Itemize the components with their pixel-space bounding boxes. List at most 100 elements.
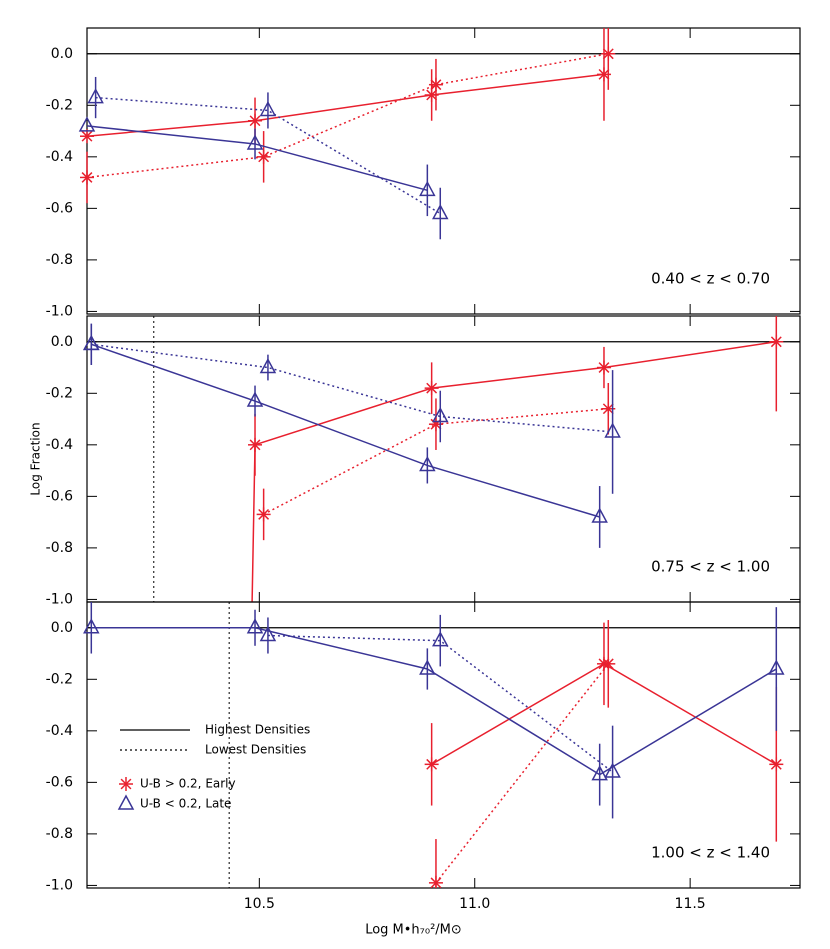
data-point <box>424 381 439 396</box>
marker-group <box>246 316 784 682</box>
legend-marker <box>119 777 133 791</box>
data-point <box>604 762 621 778</box>
triangle-shape <box>768 659 785 675</box>
triangle-shape <box>591 507 608 523</box>
data-point <box>428 77 443 92</box>
data-point <box>246 391 264 407</box>
asterisk-stroke <box>430 79 442 91</box>
asterisk-stroke <box>258 508 270 520</box>
legend-label: U-B < 0.2, Late <box>140 797 231 811</box>
x-tick-label: 11.5 <box>675 896 706 912</box>
asterisk-stroke <box>246 672 256 682</box>
data-point <box>83 618 100 634</box>
y-tick-label: -0.6 <box>46 488 73 504</box>
asterisk-stroke <box>602 403 614 415</box>
series-line <box>91 343 613 433</box>
triangle-shape <box>419 180 436 197</box>
y-tick-label: -0.8 <box>46 540 73 556</box>
y-tick-label: -0.2 <box>46 671 73 687</box>
asterisk-stroke <box>426 89 438 101</box>
asterisk-stroke <box>598 362 610 373</box>
y-tick-label: 0.0 <box>51 620 73 636</box>
marker-group <box>256 382 616 541</box>
data-point <box>256 149 271 164</box>
triangle-shape <box>604 762 621 778</box>
clipped-group <box>267 634 614 773</box>
asterisk-stroke <box>249 115 261 127</box>
asterisk-stroke <box>81 172 93 183</box>
triangle-shape <box>419 659 436 675</box>
clipped-group <box>251 341 777 602</box>
data-point <box>256 507 271 522</box>
series-line <box>91 343 600 518</box>
y-tick-label: -0.4 <box>46 149 73 165</box>
triangle-shape <box>259 100 277 117</box>
marker-group <box>80 28 616 204</box>
data-point <box>246 134 264 150</box>
triangle-shape <box>259 625 277 642</box>
series-line <box>87 73 605 137</box>
y-tick-label: 0.0 <box>51 46 73 62</box>
series-line <box>267 634 614 773</box>
annotation: 0.40 < z < 0.70 <box>651 270 770 288</box>
marker-group <box>83 602 785 806</box>
series-line-group <box>91 627 777 776</box>
series-line <box>87 53 609 179</box>
asterisk-stroke <box>81 130 93 142</box>
asterisk-stroke <box>426 758 438 770</box>
triangle-shape <box>117 794 135 810</box>
clipped-group <box>95 96 441 215</box>
triangle-shape <box>78 116 96 132</box>
asterisk-stroke <box>598 68 610 80</box>
series-line-group <box>87 53 609 179</box>
data-point <box>248 113 263 128</box>
series-line <box>91 627 777 776</box>
data-point <box>596 360 611 375</box>
data-point <box>78 116 96 132</box>
clipped-group <box>91 627 777 776</box>
triangle-shape <box>419 455 436 472</box>
marker-group <box>80 28 611 144</box>
clipped-group <box>91 343 600 518</box>
clipped-group <box>435 663 609 884</box>
series-line-group <box>435 663 609 884</box>
y-tick-label: -0.4 <box>46 437 73 453</box>
y-axis-label: Log Fraction <box>29 422 43 495</box>
y-tick-label: -0.6 <box>46 774 73 790</box>
marker-group <box>428 620 616 888</box>
series-line <box>435 663 609 884</box>
data-point <box>432 406 449 423</box>
x-tick-label: 11.0 <box>459 896 490 912</box>
asterisk-stroke <box>246 672 256 682</box>
data-point <box>768 659 785 675</box>
data-point <box>248 437 263 452</box>
y-tick-label: -0.8 <box>46 252 73 268</box>
data-point <box>604 422 621 438</box>
x-tick-label: 10.5 <box>244 896 275 912</box>
asterisk-stroke <box>258 151 270 163</box>
y-tick-label: -0.2 <box>46 385 73 401</box>
annotation: 0.75 < z < 1.00 <box>651 558 770 576</box>
data-point <box>424 757 439 772</box>
marker-group <box>87 76 449 240</box>
data-point <box>601 46 616 61</box>
asterisk-stroke <box>770 758 782 770</box>
series-line-group <box>267 634 614 773</box>
triangle-shape <box>87 87 104 104</box>
asterisk-stroke <box>770 336 782 348</box>
asterisk-stroke <box>430 877 442 888</box>
triangle-shape <box>604 422 621 438</box>
data-point <box>419 455 436 472</box>
series-line-group <box>91 343 613 433</box>
triangle-shape <box>83 334 100 351</box>
triangle-shape <box>432 203 449 220</box>
annotation: 1.00 < z < 1.40 <box>651 844 770 862</box>
data-point <box>591 765 608 781</box>
data-point <box>80 170 94 185</box>
legend-label: U-B > 0.2, Early <box>140 777 236 791</box>
series-line <box>251 341 777 602</box>
panel-frame <box>86 601 801 889</box>
y-tick-label: 0.0 <box>51 334 73 350</box>
